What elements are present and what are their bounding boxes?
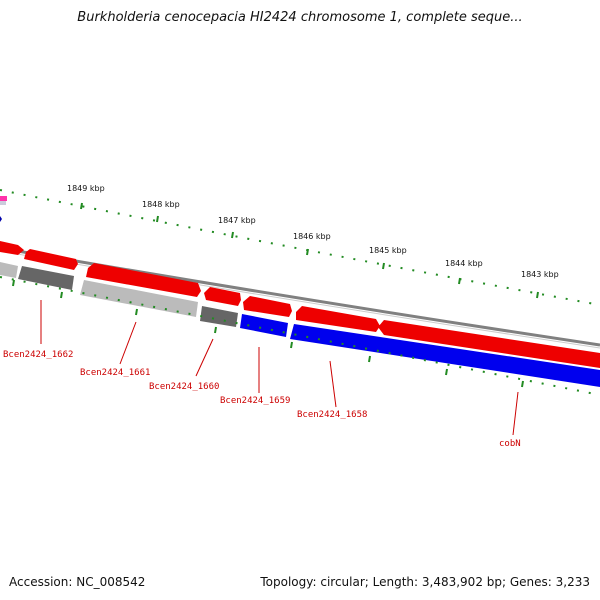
reverse-genes	[0, 262, 600, 387]
accession-text: Accession: NC_008542	[9, 575, 146, 589]
inner-scale-dots	[0, 276, 600, 396]
pseudo-gene-light	[80, 280, 198, 317]
forward-genes	[0, 241, 600, 368]
forward-gene	[204, 287, 241, 306]
forward-gene	[296, 306, 380, 332]
gene-label: Bcen2424_1658	[297, 410, 367, 420]
kbp-label: 1844 kbp	[445, 259, 483, 268]
kbp-label: 1847 kbp	[218, 216, 256, 225]
rna-feature-light	[0, 201, 6, 205]
kbp-major-ticks	[80, 202, 539, 299]
gene-leader-lines	[40, 300, 519, 436]
forward-gene	[378, 320, 600, 368]
reverse-gene	[290, 324, 600, 387]
pseudo-gene-dark	[200, 306, 238, 327]
kbp-scale-dots	[0, 189, 600, 306]
kbp-label: 1845 kbp	[369, 246, 407, 255]
genome-stats-text: Topology: circular; Length: 3,483,902 bp…	[260, 575, 590, 589]
kbp-label: 1849 kbp	[67, 184, 105, 193]
pseudo-gene-light	[0, 262, 18, 278]
inner-major-ticks	[12, 279, 524, 388]
forward-gene	[86, 263, 201, 297]
kbp-label: 1848 kbp	[142, 200, 180, 209]
rna-feature-magenta	[0, 196, 7, 201]
kbp-label: 1846 kbp	[293, 232, 331, 241]
gene-label: Bcen2424_1659	[220, 396, 290, 406]
gene-label: Bcen2424_1662	[3, 350, 73, 360]
kbp-label: 1843 kbp	[521, 270, 559, 279]
pseudo-gene-dark	[18, 266, 74, 290]
forward-gene	[0, 241, 24, 255]
reverse-gene	[240, 314, 288, 337]
gene-label: Bcen2424_1660	[149, 382, 219, 392]
forward-gene	[243, 296, 292, 317]
small-blue-feature	[0, 216, 2, 222]
map-title: Burkholderia cenocepacia HI2424 chromoso…	[77, 10, 523, 25]
gene-label: Bcen2424_1661	[80, 368, 150, 378]
genome-backbone	[0, 246, 600, 347]
gene-label: cobN	[499, 439, 521, 449]
forward-gene	[24, 249, 78, 270]
genome-backbone-inner	[0, 250, 600, 349]
